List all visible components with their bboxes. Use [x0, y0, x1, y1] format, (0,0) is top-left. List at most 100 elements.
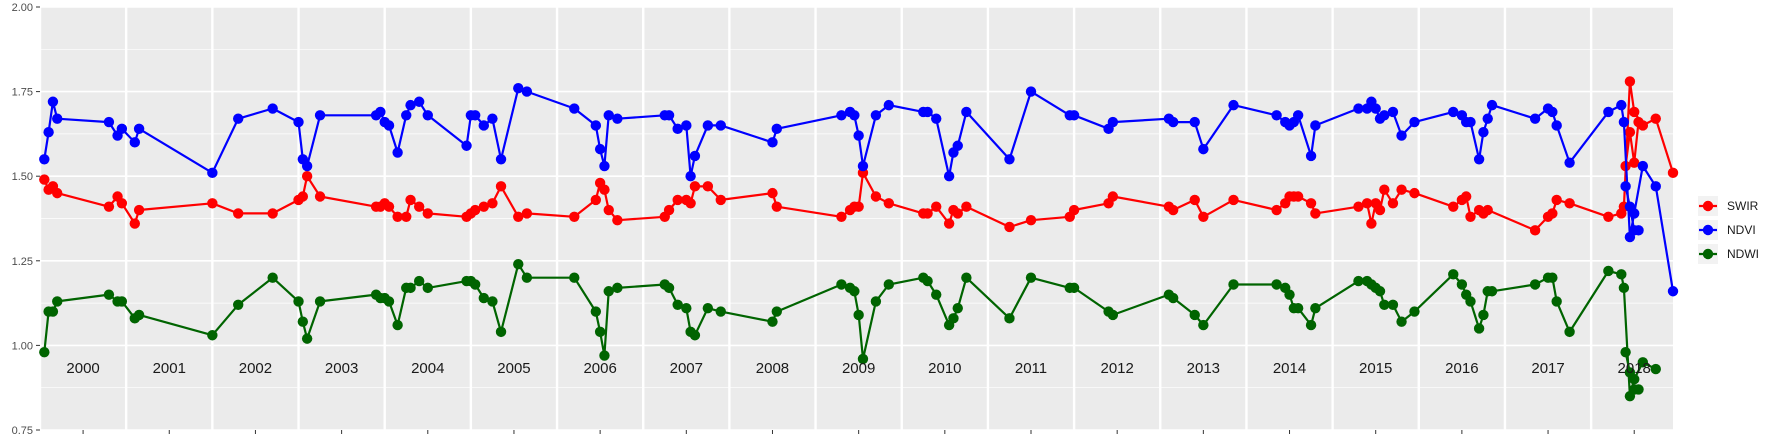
- data-point-swir: [1482, 204, 1493, 216]
- legend-marker-ndwi: [1702, 248, 1714, 260]
- data-point-swir: [129, 218, 140, 229]
- data-point-ndvi: [1292, 110, 1304, 121]
- data-point-ndwi: [1448, 269, 1459, 280]
- data-point-ndwi: [469, 279, 481, 290]
- data-point-ndvi: [1379, 110, 1390, 121]
- data-point-ndwi: [1620, 346, 1631, 358]
- data-point-ndwi: [521, 272, 533, 283]
- data-point-swir: [685, 198, 696, 209]
- data-point-ndvi: [681, 120, 692, 131]
- year-label: 2008: [756, 360, 789, 377]
- data-point-swir: [383, 201, 395, 212]
- data-point-ndwi: [948, 313, 959, 324]
- data-point-swir: [1167, 204, 1179, 216]
- data-point-ndvi: [133, 123, 145, 135]
- data-point-ndwi: [1107, 309, 1119, 321]
- data-point-swir: [297, 191, 309, 202]
- data-point-ndvi: [47, 96, 59, 107]
- data-point-swir: [1198, 211, 1209, 223]
- data-point-ndwi: [836, 279, 847, 290]
- data-point-swir: [1603, 211, 1614, 223]
- data-point-swir: [1353, 201, 1364, 212]
- data-point-ndwi: [267, 272, 278, 283]
- data-point-ndwi: [767, 316, 778, 327]
- data-point-ndwi: [1189, 309, 1200, 321]
- data-point-swir: [612, 214, 623, 226]
- data-point-ndvi: [961, 106, 972, 118]
- data-point-ndvi: [1004, 154, 1015, 165]
- data-point-ndvi: [1310, 120, 1321, 131]
- data-point-ndwi: [1379, 299, 1390, 310]
- data-point-ndwi: [513, 258, 524, 270]
- data-point-ndvi: [301, 160, 313, 172]
- data-point-ndvi: [883, 99, 895, 111]
- data-point-swir: [1292, 191, 1304, 202]
- data-point-ndwi: [47, 306, 59, 317]
- data-point-ndvi: [857, 160, 869, 172]
- data-point-swir: [301, 171, 313, 182]
- year-label: 2013: [1187, 360, 1220, 377]
- data-point-swir: [52, 187, 63, 199]
- data-point-ndwi: [207, 330, 218, 341]
- data-point-swir: [883, 198, 895, 209]
- data-point-ndwi: [1618, 282, 1630, 294]
- data-point-ndvi: [1616, 99, 1627, 111]
- data-point-ndwi: [1473, 323, 1485, 334]
- data-point-ndwi: [599, 350, 610, 361]
- data-point-ndwi: [1271, 279, 1282, 290]
- data-point-ndvi: [1271, 110, 1282, 121]
- data-point-ndwi: [922, 275, 933, 287]
- data-point-ndvi: [1473, 154, 1485, 165]
- data-point-swir: [1547, 208, 1558, 219]
- data-point-ndvi: [1228, 99, 1239, 111]
- data-point-ndwi: [133, 309, 145, 321]
- data-point-swir: [836, 211, 847, 223]
- data-point-ndvi: [52, 113, 63, 124]
- data-point-ndwi: [422, 282, 433, 294]
- data-point-swir: [478, 201, 489, 212]
- data-point-swir: [1387, 198, 1399, 209]
- data-point-ndwi: [1529, 279, 1541, 290]
- data-point-swir: [870, 191, 882, 202]
- data-point-swir: [1366, 218, 1377, 229]
- data-point-ndwi: [413, 275, 425, 287]
- data-point-ndwi: [1167, 292, 1179, 304]
- data-point-swir: [1629, 157, 1640, 168]
- data-point-ndvi: [129, 137, 140, 148]
- data-point-ndvi: [1486, 99, 1498, 111]
- data-point-ndwi: [612, 282, 623, 294]
- data-point-swir: [599, 184, 610, 195]
- data-point-swir: [267, 208, 278, 219]
- data-point-ndvi: [478, 120, 489, 131]
- data-point-ndvi: [1025, 86, 1037, 97]
- data-point-ndwi: [771, 306, 782, 317]
- data-point-ndvi: [267, 103, 278, 114]
- data-point-ndvi: [1409, 116, 1420, 128]
- data-point-swir: [952, 208, 963, 219]
- data-point-ndwi: [103, 289, 115, 300]
- data-point-ndwi: [39, 346, 50, 358]
- data-point-ndvi: [599, 160, 610, 172]
- data-point-ndwi: [405, 282, 416, 294]
- data-point-ndwi: [569, 272, 580, 283]
- data-point-ndwi: [52, 296, 63, 307]
- year-label: 2009: [842, 360, 875, 377]
- data-point-ndvi: [39, 154, 50, 165]
- data-point-swir: [702, 181, 714, 192]
- data-point-ndvi: [1529, 113, 1541, 124]
- data-point-ndwi: [1198, 319, 1209, 331]
- legend-marker-ndvi: [1702, 224, 1714, 236]
- data-point-ndwi: [1603, 265, 1614, 277]
- data-point-ndvi: [521, 86, 533, 97]
- data-point-ndvi: [603, 110, 614, 121]
- data-point-ndvi: [767, 137, 778, 148]
- data-point-swir: [1310, 208, 1321, 219]
- data-point-ndwi: [681, 302, 692, 314]
- year-label: 2011: [1015, 360, 1047, 377]
- data-point-swir: [495, 181, 507, 192]
- data-point-swir: [922, 208, 933, 219]
- data-point-swir: [663, 204, 675, 216]
- data-point-ndvi: [392, 147, 403, 158]
- data-point-swir: [133, 204, 145, 216]
- data-point-ndwi: [1456, 279, 1468, 290]
